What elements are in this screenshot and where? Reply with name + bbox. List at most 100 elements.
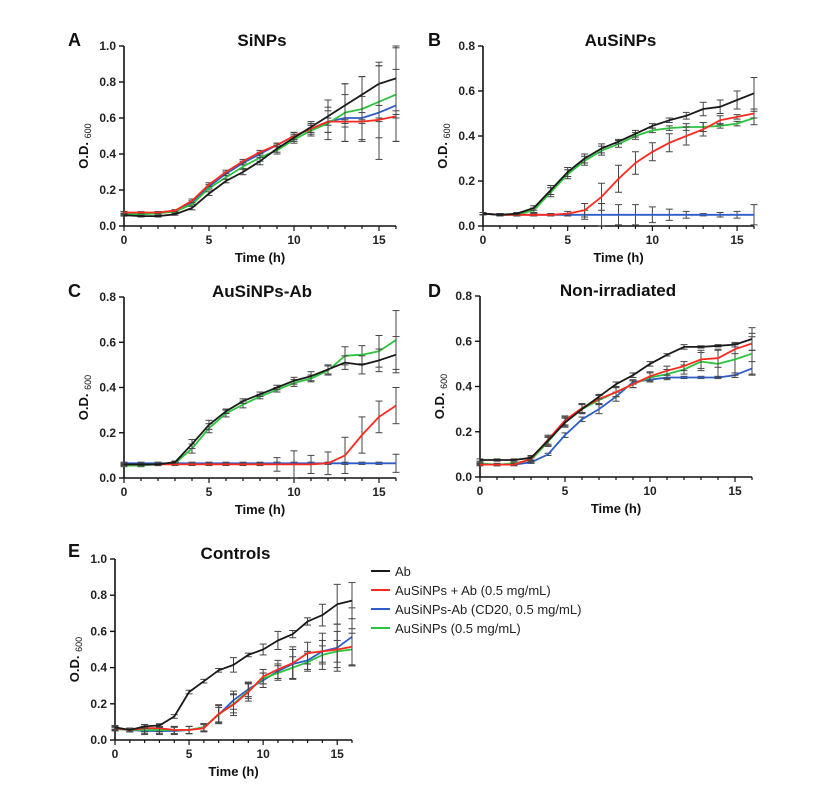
x-tick-label: 15	[372, 233, 386, 247]
series-line	[124, 353, 397, 466]
series-line	[123, 77, 397, 218]
x-tick-label: 0	[480, 233, 487, 247]
series-line	[482, 92, 755, 216]
x-tick-label: 5	[206, 233, 213, 247]
panel-D: D Non-irradiated 0.0 0.2 0.4 0.6 0.8 0 5 10 15 Time…	[428, 281, 756, 516]
panel-letter: A	[68, 30, 81, 50]
series-line	[482, 112, 755, 216]
panel-title: Controls	[201, 544, 271, 563]
legend-item: AuSiNPs + Ab (0.5 mg/mL)	[371, 583, 551, 598]
x-tick-label: 0	[121, 233, 128, 247]
series-line	[124, 339, 397, 467]
legend-label: AuSiNPs-Ab (CD20, 0.5 mg/mL)	[395, 602, 581, 617]
legend: Ab AuSiNPs + Ab (0.5 mg/mL) AuSiNPs-Ab (CD…	[371, 564, 581, 636]
series-line	[114, 599, 353, 731]
y-tick-label: 0.4	[99, 381, 116, 395]
panel-letter: C	[68, 281, 81, 301]
x-axis-label: Time (h)	[235, 502, 285, 517]
panel-B: B AuSiNPs 0.0 0.2 0.4 0.6 0.8 0 5 10 15 Time (h) O.D…	[428, 30, 758, 265]
x-tick-label: 10	[287, 485, 301, 499]
x-tick-label: 5	[562, 484, 569, 498]
y-tick-label: 0.8	[99, 75, 116, 89]
y-tick-label: 0.4	[455, 380, 472, 394]
y-tick-label: 1.0	[90, 552, 107, 566]
series-line	[480, 338, 753, 461]
y-tick-label: 0.6	[458, 84, 475, 98]
y-axis-label-main: O.D.	[67, 652, 82, 682]
series-ab	[479, 77, 758, 217]
x-tick-label: 0	[477, 484, 484, 498]
y-tick-label: 0.6	[99, 111, 116, 125]
x-tick-label: 10	[643, 484, 657, 498]
series-line	[480, 342, 753, 466]
x-tick-label: 10	[646, 233, 660, 247]
y-tick-label: 0.6	[90, 624, 107, 638]
panel-title: Non-irradiated	[560, 281, 676, 300]
x-axis-label: Time (h)	[208, 764, 258, 779]
y-tick-label: 0.4	[458, 129, 475, 143]
y-axis-label-subscript: 600	[439, 374, 449, 389]
panel-title: SiNPs	[237, 31, 286, 50]
y-tick-label: 0.4	[99, 147, 116, 161]
y-tick-label: 0.0	[99, 471, 116, 485]
y-axis-label: O.D. 600	[67, 637, 84, 682]
y-tick-label: 0.2	[99, 183, 116, 197]
y-tick-label: 0.8	[99, 290, 116, 304]
panel-E: E Controls 0.0 0.2 0.4 0.6 0.8 1.0 0 5 10 15 Time (h…	[67, 541, 356, 779]
y-tick-label: 0.8	[90, 588, 107, 602]
series-ab	[120, 336, 400, 467]
series-ausinps-ab	[479, 108, 758, 218]
y-axis-label: O.D. 600	[432, 374, 449, 419]
y-axis-label-subscript: 600	[74, 637, 84, 652]
x-tick-label: 15	[331, 747, 345, 761]
x-tick-label: 5	[564, 233, 571, 247]
y-tick-label: 0.0	[455, 470, 472, 484]
series-ausinps-ab	[111, 628, 356, 735]
x-tick-label: 0	[112, 747, 119, 761]
y-tick-label: 0.6	[455, 334, 472, 348]
panel-title: AuSiNPs	[585, 31, 657, 50]
series-ausinps-ab	[476, 361, 756, 467]
y-axis-label-main: O.D.	[76, 390, 91, 420]
x-tick-label: 5	[206, 485, 213, 499]
y-axis-label: O.D. 600	[76, 375, 93, 420]
x-axis-label: Time (h)	[591, 501, 641, 516]
x-tick-label: 15	[372, 485, 386, 499]
x-tick-label: 10	[256, 747, 270, 761]
x-tick-label: 5	[186, 747, 193, 761]
panel-C: C AuSiNPs-Ab 0.0 0.2 0.4 0.6 0.8 0 5 10 15 Time (h)…	[68, 281, 400, 517]
y-tick-label: 1.0	[99, 39, 116, 53]
legend-item: Ab	[371, 564, 411, 579]
y-axis-label: O.D. 600	[435, 123, 452, 168]
y-axis-label-main: O.D.	[76, 138, 91, 168]
x-axis-label: Time (h)	[235, 250, 285, 265]
y-axis-label-main: O.D.	[432, 389, 447, 419]
y-tick-label: 0.2	[99, 426, 116, 440]
panel-letter: E	[68, 541, 80, 561]
panel-letter: B	[428, 30, 441, 50]
legend-label: AuSiNPs + Ab (0.5 mg/mL)	[395, 583, 551, 598]
y-tick-label: 0.4	[90, 661, 107, 675]
y-tick-label: 0.8	[455, 289, 472, 303]
series-line	[114, 636, 353, 732]
legend-item: AuSiNPs-Ab (CD20, 0.5 mg/mL)	[371, 602, 581, 617]
x-tick-label: 10	[287, 233, 301, 247]
legend-label: AuSiNPs (0.5 mg/mL)	[395, 621, 521, 636]
x-tick-label: 15	[728, 484, 742, 498]
y-axis-label-subscript: 600	[83, 375, 93, 390]
panel-title: AuSiNPs-Ab	[212, 282, 312, 301]
y-tick-label: 0.2	[455, 425, 472, 439]
series-ab	[476, 327, 756, 462]
legend-item: AuSiNPs (0.5 mg/mL)	[371, 621, 521, 636]
series-ausinps	[479, 110, 758, 217]
y-tick-label: 0.0	[99, 219, 116, 233]
y-axis-label-subscript: 600	[442, 123, 452, 138]
y-tick-label: 0.8	[458, 39, 475, 53]
y-tick-label: 0.0	[458, 219, 475, 233]
y-tick-label: 0.2	[458, 174, 475, 188]
legend-label: Ab	[395, 564, 411, 579]
panel-letter: D	[428, 281, 441, 301]
series-ausinps	[111, 632, 356, 735]
series-ab	[111, 582, 356, 733]
